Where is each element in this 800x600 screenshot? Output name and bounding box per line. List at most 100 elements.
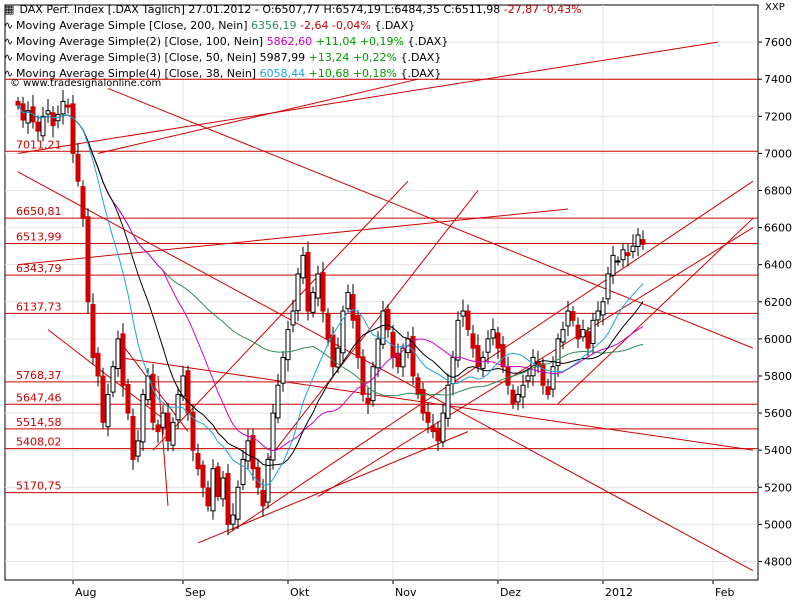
- y-tick-label: 7400: [764, 73, 792, 86]
- candle-bear: [640, 239, 646, 245]
- candle-bear: [225, 473, 231, 525]
- candle-bear: [190, 411, 196, 451]
- candle-bear: [50, 112, 56, 127]
- candle-bear: [510, 389, 516, 405]
- candle-bear: [250, 435, 256, 470]
- ohlc-high: H:6574,19: [323, 3, 382, 16]
- candle-bull: [615, 260, 621, 263]
- y-unit-label: XXP: [765, 2, 785, 13]
- candle-bull: [340, 310, 346, 354]
- legend-row-ma200[interactable]: ∿ Moving Average Simple [Close, 200, Nein…: [4, 18, 582, 34]
- y-tick-label: 7600: [764, 36, 792, 49]
- candle-bear: [90, 304, 96, 358]
- trend-line: [227, 180, 754, 535]
- candle-bear: [470, 333, 476, 349]
- trend-line: [152, 180, 409, 451]
- candle-bull: [170, 421, 176, 446]
- candle-bear: [150, 373, 156, 423]
- ma50-value: 5987,99: [259, 51, 306, 64]
- candle-bear: [305, 251, 311, 312]
- y-tick-label: 5600: [764, 407, 792, 420]
- candle-bear: [205, 487, 211, 507]
- candle-bear: [75, 154, 81, 182]
- candle-bear: [495, 332, 501, 349]
- x-tick-label: Dez: [500, 586, 521, 599]
- candle-bear: [200, 464, 206, 488]
- legend-row-main[interactable]: ▦ DAX Perf. Index [.DAX Täglich] 27.01.2…: [4, 3, 582, 16]
- trend-line: [117, 356, 754, 451]
- ma38-name: Moving Average Simple(4) [Close, 38, Nei…: [16, 67, 257, 80]
- ma100-line: [17, 104, 644, 451]
- candle-bear: [585, 331, 591, 349]
- trend-line: [97, 78, 419, 154]
- candle-bull: [525, 375, 531, 382]
- candle-bear: [355, 315, 361, 358]
- candle-bear: [185, 370, 191, 414]
- support-label: 5647,46: [16, 391, 62, 404]
- candle-bull: [310, 292, 316, 313]
- legend-row-ma100[interactable]: ∿ Moving Average Simple(2) [Close, 100, N…: [4, 34, 582, 50]
- candle-bull: [485, 338, 491, 353]
- candle-bear: [475, 345, 481, 368]
- candle-bull: [210, 468, 216, 512]
- candle-bear: [570, 311, 576, 321]
- legend-row-ma50[interactable]: ∿ Moving Average Simple(3) [Close, 50, Ne…: [4, 50, 582, 66]
- candle-bull: [285, 329, 291, 361]
- plot-frame: [4, 4, 759, 581]
- legend-row-ma38[interactable]: ∿ Moving Average Simple(4) [Close, 38, Ne…: [4, 66, 582, 82]
- x-tick-label: Aug: [75, 586, 96, 599]
- ma38-change: +10,68 +0,18%: [308, 67, 397, 80]
- candle-bear: [430, 425, 436, 433]
- ma200-value: 6356,19: [251, 19, 297, 32]
- y-tick-label: 5400: [764, 444, 792, 457]
- candle-bear: [360, 356, 366, 396]
- candle-bull: [105, 394, 111, 428]
- ma-line-icon: ∿: [4, 67, 14, 80]
- candle-bull: [460, 310, 466, 317]
- y-tick-label: 6000: [764, 333, 792, 346]
- x-tick-label: Sep: [185, 586, 206, 599]
- support-label: 7011,21: [16, 138, 62, 151]
- candle-bull: [375, 338, 381, 369]
- candle-bear: [425, 411, 431, 423]
- candle-bear: [15, 100, 21, 106]
- candle-bull: [610, 254, 616, 276]
- candle-bull: [635, 234, 641, 247]
- ma50-name: Moving Average Simple(3) [Close, 50, Nei…: [16, 51, 257, 64]
- candle-bull: [335, 347, 341, 368]
- candle-bull: [230, 514, 236, 525]
- ma38-suffix: {.DAX}: [400, 67, 442, 80]
- candle-bull: [25, 110, 31, 124]
- candle-bull: [135, 440, 141, 457]
- candle-bull: [160, 412, 166, 428]
- candle-bull: [300, 254, 306, 279]
- candle-bear: [255, 467, 261, 488]
- candle-bear: [155, 424, 161, 433]
- ma100-change: +11,04 +0,19%: [315, 35, 404, 48]
- candle-bear: [410, 335, 416, 377]
- candle-bull: [450, 356, 456, 385]
- main-change: -27,87 -0,43%: [503, 3, 582, 16]
- candle-bull: [560, 329, 566, 343]
- ma100-name: Moving Average Simple(2) [Close, 100, Ne…: [16, 35, 264, 48]
- ma200-change: -2,64 -0,04%: [300, 19, 371, 32]
- candle-bear: [320, 272, 326, 312]
- trend-line: [557, 217, 754, 405]
- y-tick-label: 6600: [764, 222, 792, 235]
- x-tick-label: Feb: [715, 586, 734, 599]
- candle-bear: [85, 216, 91, 303]
- ohlc-close: C:6511,98: [443, 3, 501, 16]
- y-tick-label: 6400: [764, 259, 792, 272]
- candle-bear: [260, 489, 266, 507]
- candle-bull: [400, 347, 406, 368]
- ma50-suffix: {.DAX}: [400, 51, 442, 64]
- candle-bull: [295, 273, 301, 312]
- candle-bull: [240, 458, 246, 485]
- candle-bull: [110, 366, 116, 393]
- candle-bull: [445, 384, 451, 419]
- candle-bull: [370, 366, 376, 402]
- candle-bear: [70, 103, 76, 154]
- candle-bull: [140, 394, 146, 443]
- candle-bull: [280, 356, 286, 384]
